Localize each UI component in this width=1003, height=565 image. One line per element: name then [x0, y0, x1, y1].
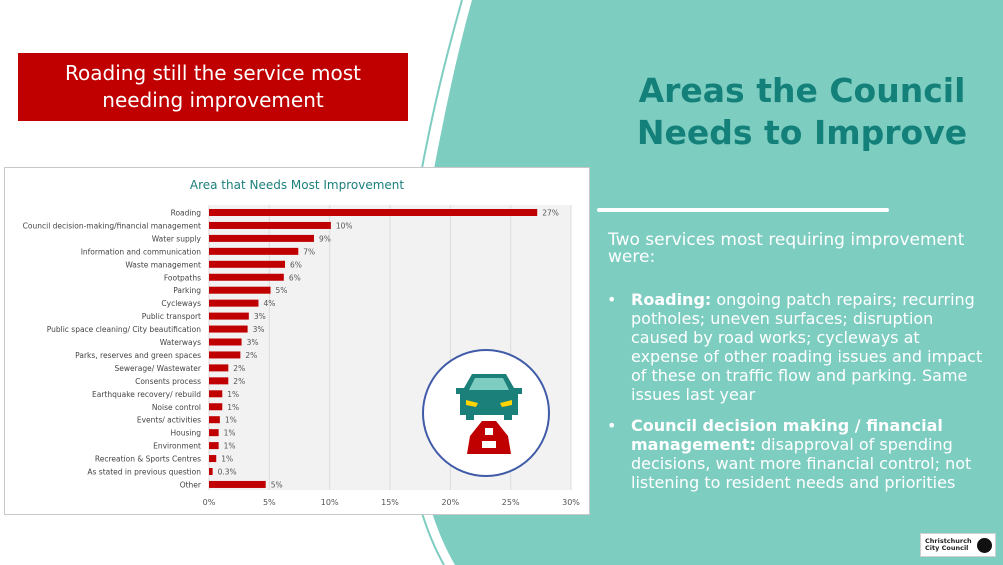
page-title-line-1: Areas the Council — [638, 71, 966, 110]
category-label: Public space cleaning/ City beautificati… — [47, 325, 202, 334]
category-label: Recreation & Sports Centres — [95, 455, 201, 464]
bar — [209, 416, 220, 424]
x-tick-label: 0% — [203, 498, 216, 507]
bar — [209, 286, 271, 294]
bullet-body: disapproval of spending decisions, want … — [631, 435, 972, 492]
x-tick-label: 15% — [381, 498, 399, 507]
bar — [209, 338, 242, 346]
category-label: Earthquake recovery/ rebuild — [92, 390, 201, 399]
data-label: 10% — [336, 221, 353, 230]
heading-divider — [597, 208, 889, 212]
page-title-line-2: Needs to Improve — [636, 113, 968, 152]
bullet-heading: Council decision making / financial mana… — [631, 416, 943, 454]
bar — [209, 273, 284, 281]
intro-text: Two services most requiring improvement … — [608, 230, 965, 267]
bar — [209, 209, 538, 216]
data-label: 6% — [290, 260, 302, 269]
headline-banner: Roading still the service most needing i… — [18, 53, 408, 121]
category-label: Public transport — [142, 312, 201, 321]
category-label: Environment — [153, 442, 201, 451]
data-label: 3% — [247, 338, 259, 347]
headline-banner-text: Roading still the service most needing i… — [65, 61, 361, 112]
data-label: 27% — [542, 209, 559, 218]
category-label: Water supply — [152, 234, 202, 243]
category-label: Roading — [171, 209, 202, 218]
bar-chart: Area that Needs Most Improvement 0% 5% 10%… — [23, 178, 581, 507]
bullet-heading: Roading: — [631, 290, 712, 309]
category-label: Housing — [171, 429, 202, 438]
bar — [209, 377, 229, 385]
data-label: 2% — [233, 364, 245, 373]
category-label: Parking — [173, 286, 201, 295]
x-tick-label: 5% — [263, 498, 276, 507]
category-label: Waste management — [125, 260, 201, 269]
category-label: Noise control — [152, 403, 201, 412]
data-label: 1% — [225, 416, 237, 425]
data-label: 1% — [227, 390, 239, 399]
data-label: 6% — [289, 273, 301, 282]
x-tick-label: 25% — [502, 498, 520, 507]
page-title: Areas the Council Needs to Improve — [612, 70, 992, 154]
bullet-item-roading: • Roading: ongoing patch repairs; recurr… — [605, 290, 990, 404]
bar — [209, 455, 217, 463]
bar — [209, 312, 249, 320]
category-label: Sewerage/ Wastewater — [115, 364, 202, 373]
x-tick-label: 30% — [562, 498, 580, 507]
council-logo-text: Christchurch City Council — [925, 537, 972, 552]
data-label: 3% — [253, 325, 265, 334]
category-label: Cycleways — [161, 299, 201, 308]
data-label: 4% — [263, 299, 275, 308]
bullet-dot: • — [607, 290, 617, 309]
category-label: Events/ activities — [137, 416, 201, 425]
bar — [209, 260, 286, 268]
data-label: 0.3% — [218, 468, 237, 477]
data-label: 3% — [254, 312, 266, 321]
data-label: 1% — [224, 442, 236, 451]
category-label: Waterways — [160, 338, 201, 347]
bar — [209, 364, 229, 372]
fern-icon — [977, 537, 992, 553]
category-label: Council decision-making/financial manage… — [23, 221, 201, 230]
bullet-item-council-decision: • Council decision making / financial ma… — [605, 416, 990, 492]
category-label: Footpaths — [164, 273, 201, 282]
bar — [209, 234, 314, 242]
category-label: As stated in previous question — [87, 468, 201, 477]
chart-panel: Area that Needs Most Improvement 0% 5% 10%… — [4, 167, 590, 515]
category-label: Consents process — [135, 377, 201, 386]
data-label: 5% — [276, 286, 288, 295]
bar — [209, 390, 223, 398]
data-label: 1% — [224, 429, 236, 438]
data-label: 5% — [271, 480, 283, 489]
bar — [209, 247, 299, 255]
bullet-list: • Roading: ongoing patch repairs; recurr… — [605, 290, 990, 504]
bar — [209, 480, 266, 488]
data-label: 7% — [303, 247, 315, 256]
council-logo: Christchurch City Council — [920, 533, 996, 557]
bar — [209, 403, 223, 411]
car-road-icon — [422, 349, 550, 477]
bar — [209, 299, 259, 307]
x-tick-label: 20% — [441, 498, 459, 507]
chart-title: Area that Needs Most Improvement — [190, 178, 405, 192]
data-label: 1% — [221, 455, 233, 464]
bar — [209, 442, 219, 450]
bar — [209, 429, 219, 437]
data-label: 2% — [245, 351, 257, 360]
category-label: Information and communication — [81, 247, 202, 256]
bullet-dot: • — [607, 416, 617, 435]
bar — [209, 221, 331, 229]
category-label: Other — [180, 480, 202, 489]
bar — [209, 468, 213, 475]
data-label: 1% — [227, 403, 239, 412]
bar — [209, 325, 248, 333]
x-tick-label: 10% — [321, 498, 339, 507]
bar — [209, 351, 241, 359]
data-label: 9% — [319, 234, 331, 243]
data-label: 2% — [233, 377, 245, 386]
category-label: Parks, reserves and green spaces — [75, 351, 201, 360]
bullet-body: ongoing patch repairs; recurring pothole… — [631, 290, 983, 404]
